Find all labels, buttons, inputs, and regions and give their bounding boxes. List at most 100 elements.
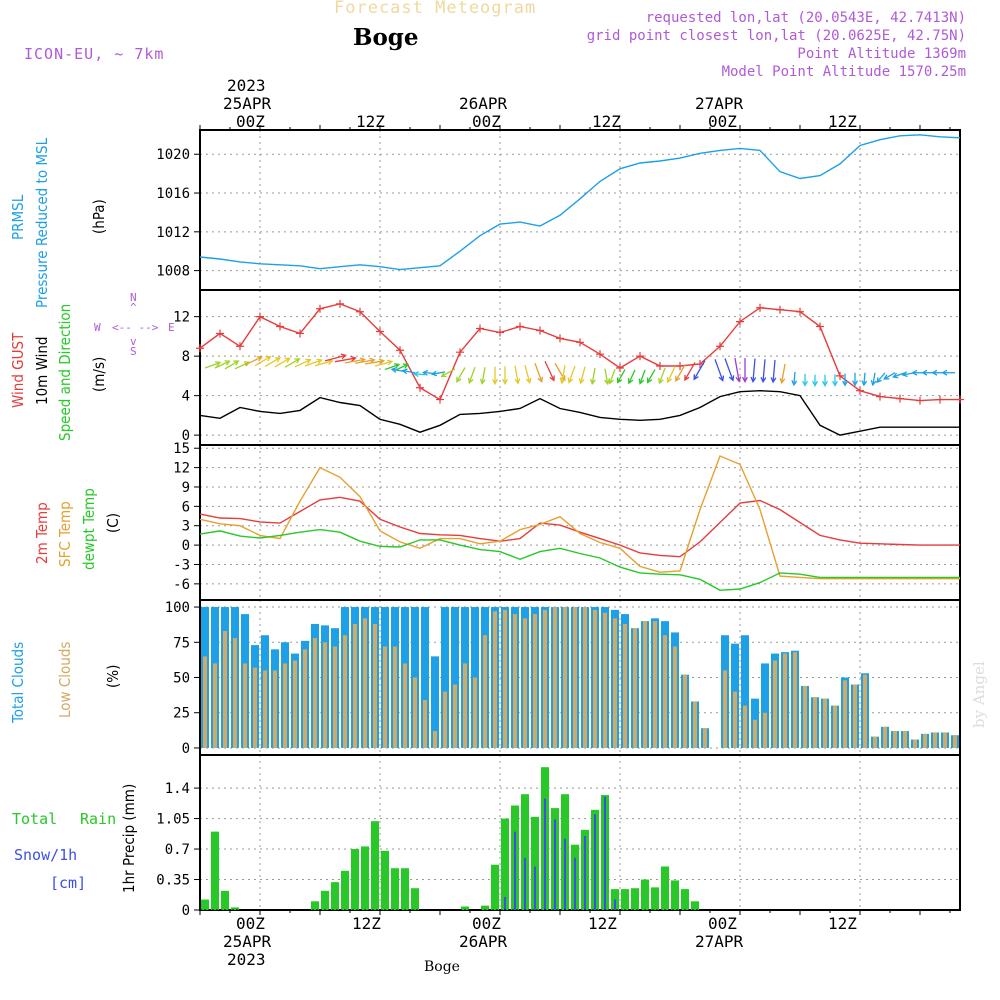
wind-direction-arrow — [568, 365, 576, 383]
wind-direction-arrow — [724, 358, 734, 381]
precip-snow-label: Snow/1h — [14, 846, 78, 864]
low-cloud-bar — [833, 705, 837, 748]
low-cloud-bar — [523, 618, 527, 748]
gust-line-marker — [276, 322, 284, 331]
low-cloud-bar — [803, 685, 807, 748]
wind-arrow-head — [842, 380, 848, 387]
low-cloud-bar — [793, 652, 797, 748]
wind-arrow-head — [224, 360, 231, 366]
faded-title: Forecast Meteogram — [334, 0, 537, 18]
wind-arrow-head — [658, 377, 664, 385]
wind-arrow-head — [378, 358, 386, 365]
wind-direction-arrow — [441, 368, 456, 378]
compass-n: N — [130, 291, 137, 304]
low-cloud-bar — [883, 726, 887, 748]
wind-arrow-head — [666, 376, 673, 384]
low-cloud-bar — [293, 660, 297, 748]
wind-arrow-head — [479, 378, 486, 385]
low-cloud-bar — [553, 607, 557, 748]
wind-direction-arrow — [384, 363, 400, 371]
y-tick-label: 6 — [182, 499, 190, 515]
y-tick-label: 1016 — [156, 186, 190, 202]
gust-line-marker — [356, 307, 364, 316]
wind-direction-arrow — [617, 369, 626, 383]
low-cloud-bar — [453, 684, 457, 748]
low-cloud-bar — [563, 607, 567, 748]
gust-line-marker — [296, 329, 304, 338]
wind-direction-arrow — [294, 359, 311, 368]
wind-arrow-head — [779, 377, 786, 385]
bottom-date-26apr: 26APR — [459, 932, 508, 951]
low-cloud-bar — [493, 611, 497, 748]
wind-arrow-head — [265, 356, 272, 362]
wind-direction-arrow — [604, 368, 609, 385]
rain-bar — [621, 889, 629, 910]
wind-direction-arrow — [374, 360, 393, 367]
top-hour-label: 00Z — [472, 112, 501, 131]
bottom-year: 2023 — [227, 950, 266, 969]
wind-direction-arrow — [314, 360, 333, 367]
low-cloud-bar — [533, 614, 537, 748]
bottom-hour-label: 00Z — [236, 914, 265, 933]
bottom-date-25apr: 25APR — [223, 932, 272, 951]
low-cloud-bar — [423, 700, 427, 748]
rain-bar — [631, 888, 639, 910]
y-tick-label: 1.4 — [165, 781, 190, 797]
gust-line-marker — [636, 352, 644, 361]
gust-line-marker — [516, 322, 524, 331]
wind-arrow-head — [627, 378, 634, 385]
wind-arrow-head — [402, 363, 410, 369]
gust-line-marker — [256, 312, 264, 321]
bottom-date-27apr: 27APR — [695, 932, 744, 951]
rain-bar — [211, 831, 219, 910]
wind-direction-arrow — [628, 369, 636, 384]
rain-bar — [411, 888, 419, 910]
rain-bar — [371, 821, 379, 910]
gust-line-marker — [776, 305, 784, 314]
wind-direction-arrow — [324, 354, 346, 362]
low-cloud-bar — [313, 638, 317, 748]
wind-direction-arrow — [893, 372, 906, 378]
y-tick-label: 12 — [173, 310, 190, 326]
wind-arrow-head — [760, 376, 767, 384]
gust-line-marker — [916, 396, 924, 405]
compass-w: W — [94, 321, 101, 334]
wind-direction-arrow — [468, 366, 476, 384]
gust-line — [199, 303, 960, 402]
rain-bar — [321, 890, 329, 910]
top-date-26apr: 26APR — [459, 94, 508, 113]
wind-direction-arrow — [524, 365, 531, 383]
wind-arrow-head — [421, 369, 429, 376]
wind-arrow-head — [233, 360, 240, 366]
rain-bar — [531, 816, 539, 910]
rain-bar — [661, 866, 669, 910]
wind-arrow-head — [284, 357, 291, 363]
wind-direction-arrow — [214, 360, 230, 369]
gust-line-marker — [896, 394, 904, 403]
wind-arrow-head — [559, 378, 566, 385]
point-altitude: Point Altitude 1369m — [797, 46, 966, 62]
wind-arrow-head — [770, 377, 777, 384]
rain-bar — [381, 850, 389, 910]
bottom-hour-label: 12Z — [828, 914, 857, 933]
wind-direction-arrow — [734, 358, 740, 382]
rain-bar — [501, 818, 509, 910]
wind-direction-arrow — [432, 371, 446, 375]
low-cloud-bar — [873, 736, 877, 748]
gust-line-marker — [216, 329, 224, 338]
wind-arrow-head — [340, 353, 347, 360]
low-cloud-bar — [893, 731, 897, 748]
wind-arrow-head — [870, 379, 877, 387]
compass-arrow-down: v — [130, 335, 137, 348]
wind-arrow-head — [537, 376, 544, 383]
wind-compass: N ^ W <-- --> E v S — [92, 291, 182, 361]
wind-direction-arrow — [667, 366, 676, 383]
top-year: 2023 — [227, 76, 266, 95]
wind-arrow-head — [852, 380, 858, 387]
low-cloud-bar — [213, 663, 217, 748]
low-cloud-bar — [323, 642, 327, 748]
wind-arrow-head — [892, 372, 899, 379]
gust-line-marker — [196, 344, 204, 353]
rain-bar — [521, 794, 529, 910]
wind-direction-arrow — [414, 373, 426, 376]
